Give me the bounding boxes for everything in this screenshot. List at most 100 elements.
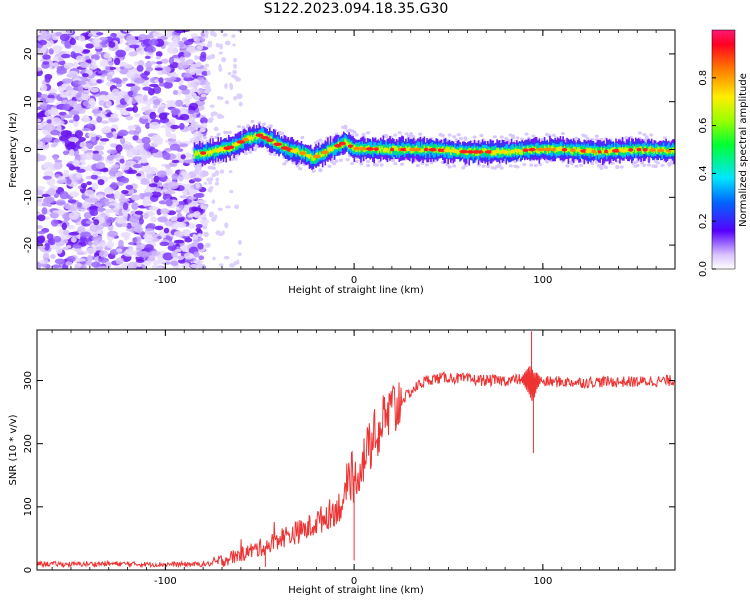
noise-blob [80, 201, 91, 208]
noise-blob [129, 39, 140, 44]
noise-blob [106, 240, 114, 249]
snr-xtick-label: -100 [154, 576, 177, 587]
ridge-band [662, 146, 665, 152]
noise-blob [170, 260, 179, 267]
ridge-hotspot [383, 147, 388, 152]
ridge-halo [447, 133, 452, 137]
ridge-band [284, 143, 287, 149]
noise-blob [98, 91, 109, 96]
noise-blob [162, 182, 173, 189]
noise-blob [85, 123, 94, 128]
ridge-band [627, 147, 629, 153]
ridge-halo [343, 124, 348, 128]
noise-blob [51, 108, 59, 116]
noise-blob [207, 119, 213, 123]
noise-blob [197, 199, 207, 204]
noise-blob [106, 208, 114, 213]
ridge-band [603, 147, 605, 153]
ridge-band [550, 146, 553, 151]
ridge-band [460, 147, 463, 152]
ridge-hotspot [373, 147, 379, 151]
noise-blob [88, 205, 99, 211]
ridge-hotspot [299, 151, 306, 155]
ridge-band [193, 153, 196, 159]
noise-blob [197, 242, 204, 250]
ridge-halo [508, 164, 513, 168]
noise-blob [153, 175, 160, 183]
ridge-band [549, 149, 551, 153]
noise-blob [92, 239, 100, 246]
noise-blob [218, 51, 223, 55]
noise-blob [65, 244, 72, 249]
ridge-hotspot [466, 150, 474, 154]
noise-blob [151, 264, 159, 269]
ridge-halo [479, 133, 484, 138]
noise-blob [193, 251, 200, 258]
noise-blob [96, 194, 104, 199]
noise-blob [152, 104, 158, 109]
noise-blob [46, 177, 56, 186]
ridge-hotspot [443, 148, 452, 153]
noise-blob [142, 86, 152, 91]
noise-blob [199, 54, 207, 62]
noise-blob [119, 68, 130, 75]
noise-blob [150, 250, 161, 257]
noise-blob [205, 242, 211, 248]
ridge-band [319, 152, 321, 158]
ridge-band [664, 148, 666, 153]
noise-blob [128, 51, 138, 57]
noise-blob [117, 132, 125, 137]
noise-blob [93, 219, 100, 226]
noise-blob [142, 115, 149, 120]
ridge-halo [424, 163, 429, 167]
ridge-halo [594, 160, 599, 164]
noise-blob [92, 170, 102, 176]
noise-blob [58, 111, 67, 116]
noise-blob [67, 199, 77, 204]
noise-blob [81, 116, 91, 123]
noise-blob [112, 164, 120, 169]
noise-blob [116, 104, 127, 108]
noise-blob [152, 31, 163, 38]
noise-blob [145, 122, 151, 129]
noise-blob [99, 60, 109, 68]
noise-blob [185, 94, 193, 100]
noise-blob [192, 177, 202, 182]
noise-blob [238, 101, 243, 107]
noise-blob [44, 110, 50, 117]
ridge-halo [291, 161, 296, 165]
noise-blob [37, 154, 47, 162]
noise-blob [125, 107, 135, 112]
noise-blob [106, 149, 118, 155]
noise-blob [51, 117, 62, 126]
noise-blob [42, 54, 51, 60]
noise-blob [215, 42, 220, 48]
noise-blob [106, 74, 113, 82]
ridge-hotspot [266, 138, 274, 143]
ridge-halo [649, 133, 654, 137]
noise-blob [144, 62, 153, 69]
noise-blob [120, 177, 130, 184]
noise-blob [194, 167, 199, 172]
noise-blob [97, 179, 105, 186]
ridge-band [451, 147, 453, 152]
noise-blob [183, 154, 195, 158]
noise-blob [115, 82, 122, 88]
noise-blob [218, 64, 222, 70]
noise-blob [127, 261, 138, 269]
noise-blob [234, 204, 240, 210]
ridge-band [631, 149, 633, 155]
noise-blob [69, 38, 76, 46]
ridge-band [393, 145, 395, 151]
ridge-halo [635, 163, 640, 168]
noise-blob [85, 43, 94, 49]
noise-blob [108, 60, 114, 66]
ridge-band [213, 149, 216, 158]
noise-blob [41, 125, 48, 131]
noise-blob [152, 238, 160, 242]
noise-blob [97, 206, 105, 213]
noise-blob [62, 150, 70, 156]
ridge-hotspot [306, 154, 311, 158]
ridge-band [389, 147, 391, 156]
noise-blob [80, 264, 87, 269]
